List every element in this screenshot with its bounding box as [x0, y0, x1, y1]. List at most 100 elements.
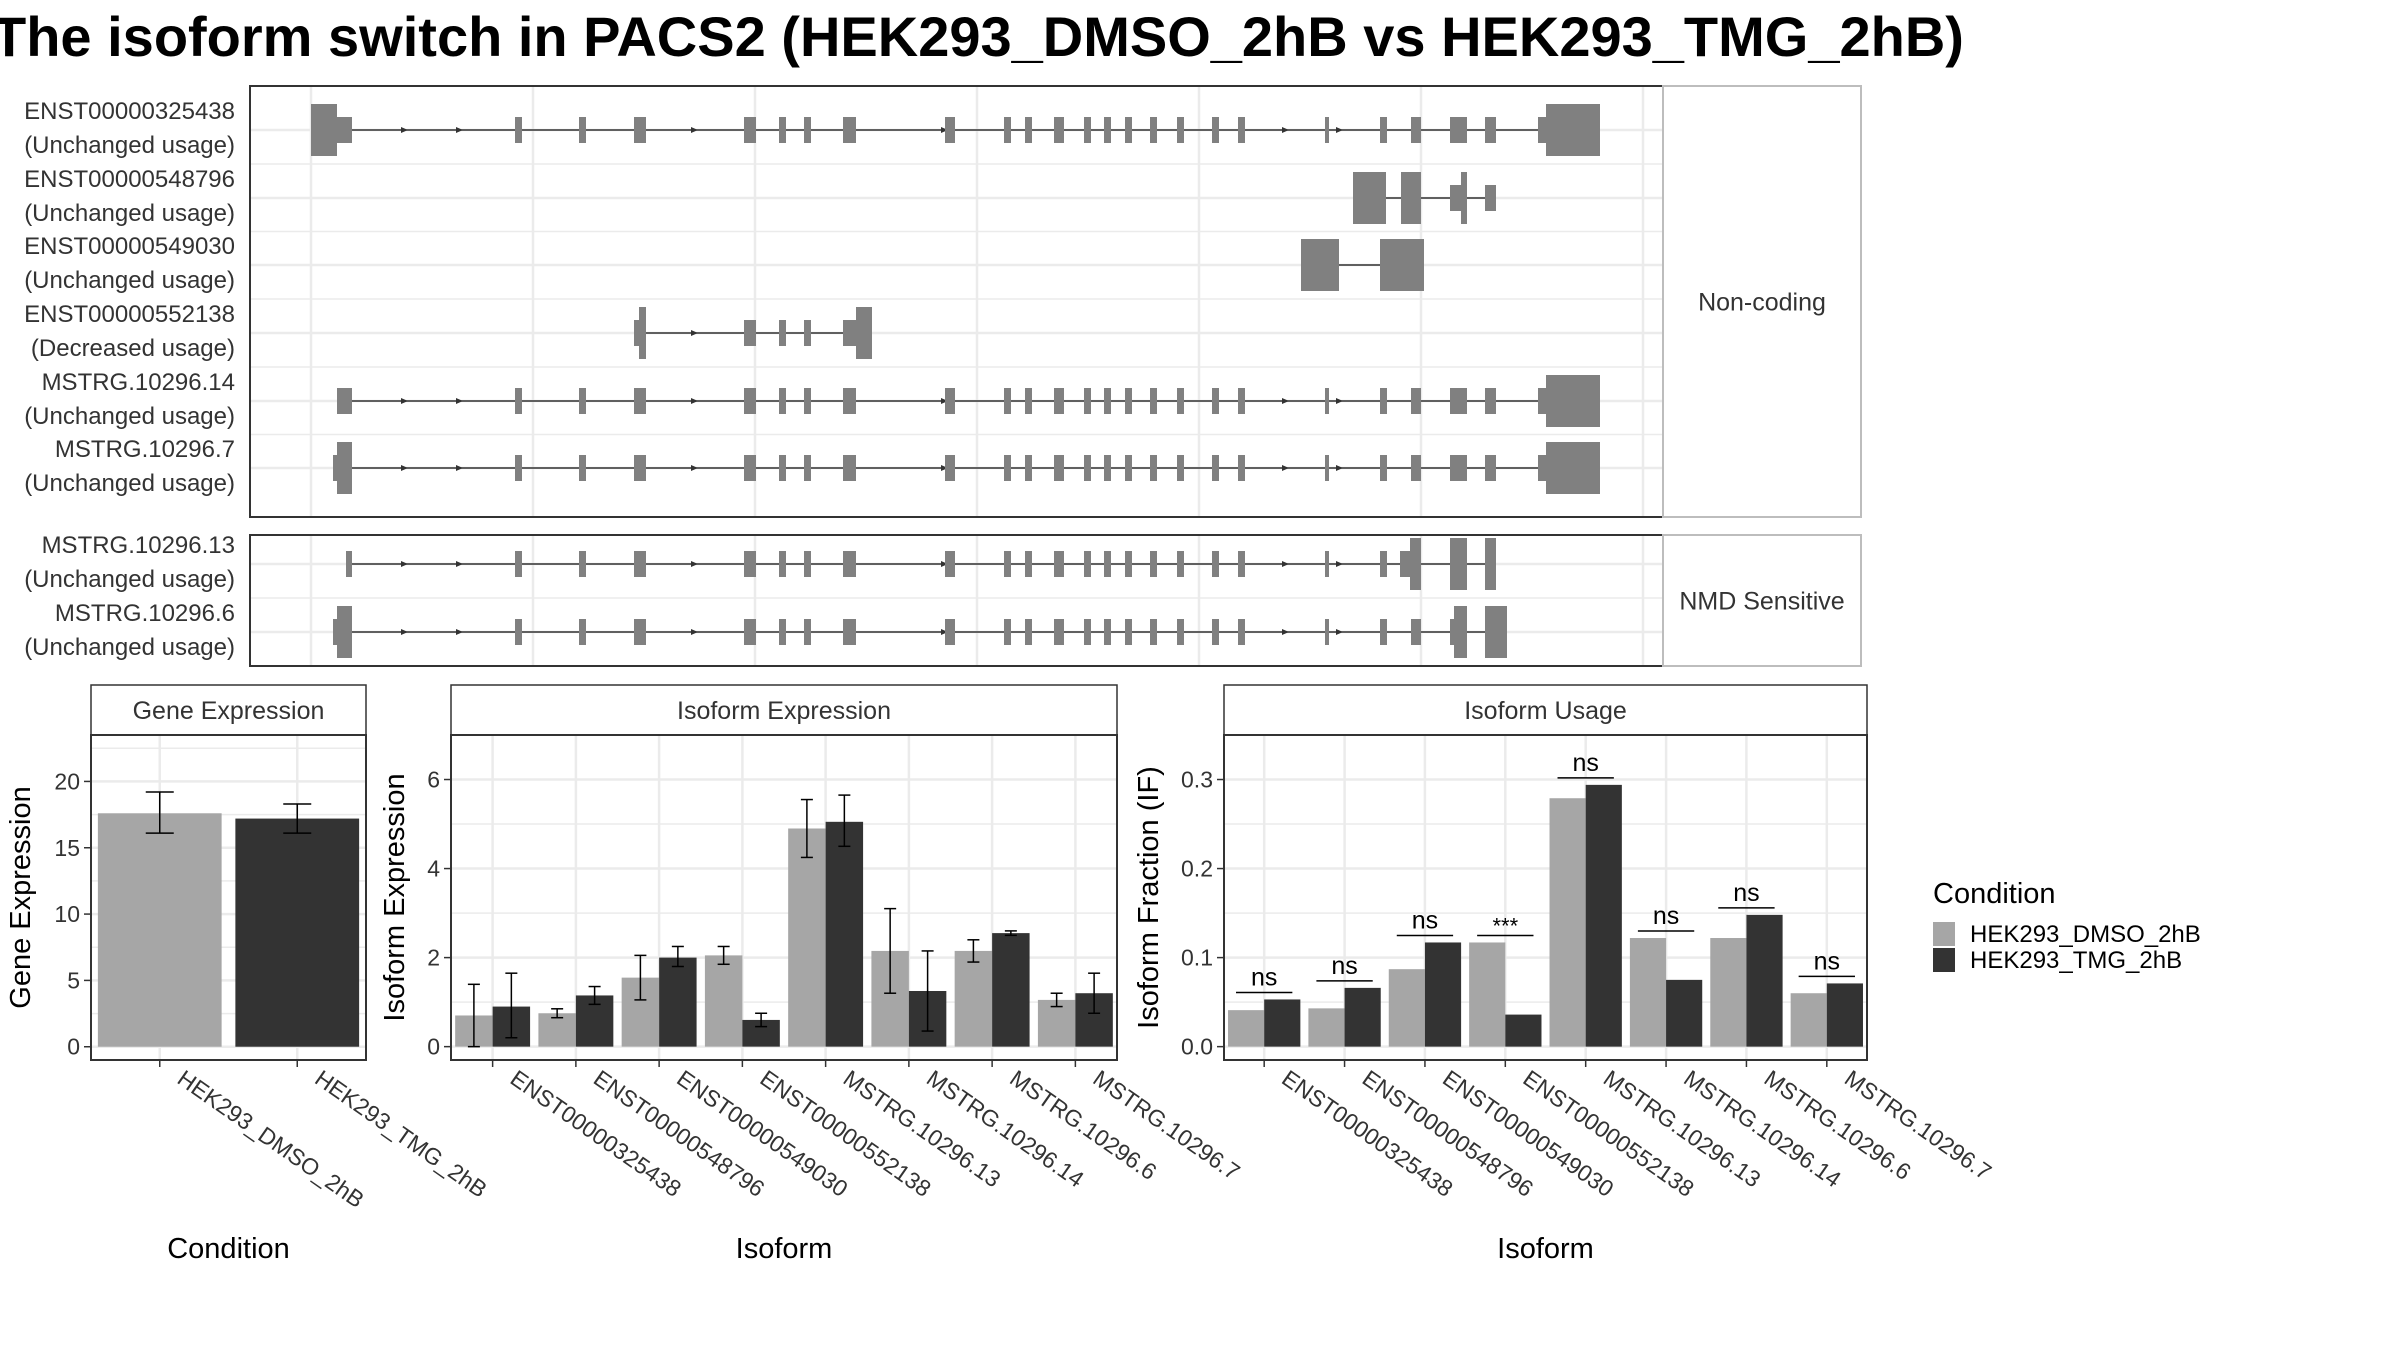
y-tick-label: 2	[427, 945, 440, 971]
exon	[1150, 455, 1157, 481]
bar	[1746, 914, 1783, 1047]
strand-arrow	[1336, 465, 1343, 471]
strand-arrow	[456, 398, 463, 404]
exon	[579, 388, 586, 414]
significance-label: ns	[1412, 906, 1438, 934]
exon	[804, 619, 811, 645]
bar	[954, 950, 993, 1047]
isoform-usage-label: (Decreased usage)	[31, 335, 235, 362]
exon	[804, 388, 811, 414]
strand-arrow	[401, 561, 408, 567]
exon	[1538, 117, 1546, 143]
bar	[1826, 983, 1863, 1047]
exon	[1177, 388, 1184, 414]
exon	[1104, 619, 1111, 645]
exon	[843, 619, 856, 645]
exon	[337, 606, 352, 658]
exon	[1325, 388, 1329, 414]
exon	[744, 388, 756, 414]
exon	[1380, 455, 1387, 481]
exon	[804, 455, 811, 481]
x-axis-title: Condition	[167, 1233, 290, 1265]
bar	[1228, 1010, 1265, 1047]
y-axis-title: Gene Expression	[5, 786, 37, 1008]
exon	[843, 551, 856, 577]
exon	[337, 442, 352, 494]
exon	[1125, 551, 1132, 577]
exon	[1485, 538, 1496, 590]
exon	[744, 551, 756, 577]
exon	[1485, 455, 1496, 481]
isoform-usage-label: (Unchanged usage)	[24, 566, 235, 593]
exon	[333, 455, 337, 481]
plot-border	[90, 734, 367, 1061]
strand-arrow	[1282, 561, 1289, 567]
exon	[1125, 388, 1132, 414]
strand-arrow	[1336, 398, 1343, 404]
significance-label: ns	[1251, 963, 1277, 991]
strand-arrow	[941, 465, 948, 471]
bar	[1264, 999, 1301, 1047]
isoform-usage-label: (Unchanged usage)	[24, 267, 235, 294]
exon	[804, 117, 811, 143]
exon	[1325, 455, 1329, 481]
exon	[515, 117, 522, 143]
bar	[1585, 784, 1622, 1047]
y-tick-label: 0	[67, 1034, 80, 1060]
exon	[1450, 117, 1467, 143]
strand-arrow	[691, 465, 698, 471]
exon	[1325, 117, 1329, 143]
exon	[1054, 388, 1064, 414]
exon	[337, 388, 352, 414]
exon	[779, 117, 786, 143]
bar	[992, 933, 1030, 1047]
exon	[1125, 455, 1132, 481]
bar	[538, 1013, 576, 1047]
exon	[1054, 551, 1064, 577]
exon	[1485, 185, 1496, 211]
facet-strip-label: Non-coding	[1698, 289, 1826, 317]
strand-arrow	[401, 398, 408, 404]
x-tick-label: MSTRG.10296.7	[1089, 1065, 1245, 1185]
isoform-usage-label: (Unchanged usage)	[24, 132, 235, 159]
exon	[634, 551, 646, 577]
exon	[1485, 117, 1496, 143]
exon	[1004, 117, 1011, 143]
chart-title: Gene Expression	[133, 697, 325, 725]
exon	[1401, 172, 1421, 224]
exon	[779, 455, 786, 481]
strand-arrow	[1336, 561, 1343, 567]
exon	[1380, 551, 1387, 577]
strand-arrow	[456, 629, 463, 635]
exon	[1325, 619, 1329, 645]
exon	[1104, 388, 1111, 414]
exon	[1411, 619, 1421, 645]
exon	[1104, 117, 1111, 143]
bar	[1666, 979, 1703, 1047]
strand-arrow	[941, 561, 948, 567]
exon	[1538, 455, 1546, 481]
exon	[779, 388, 786, 414]
y-tick-label: 0.3	[1181, 767, 1213, 793]
significance-label: ns	[1653, 902, 1679, 930]
exon	[1104, 455, 1111, 481]
exon	[1054, 619, 1064, 645]
facet-strip	[1662, 534, 1862, 667]
exon	[843, 455, 856, 481]
exon	[634, 320, 639, 346]
strand-arrow	[941, 629, 948, 635]
exon	[579, 619, 586, 645]
isoform-label: MSTRG.10296.6	[55, 600, 235, 627]
bar	[1037, 999, 1076, 1047]
exon	[1150, 117, 1157, 143]
y-tick-label: 0.2	[1181, 856, 1213, 882]
exon	[1238, 551, 1245, 577]
strand-arrow	[691, 127, 698, 133]
bar	[1344, 987, 1381, 1047]
isoform-label: ENST00000548796	[24, 166, 235, 193]
exon	[1177, 551, 1184, 577]
exon	[1125, 117, 1132, 143]
exon	[515, 388, 522, 414]
bar	[1629, 938, 1667, 1047]
exon	[515, 551, 522, 577]
